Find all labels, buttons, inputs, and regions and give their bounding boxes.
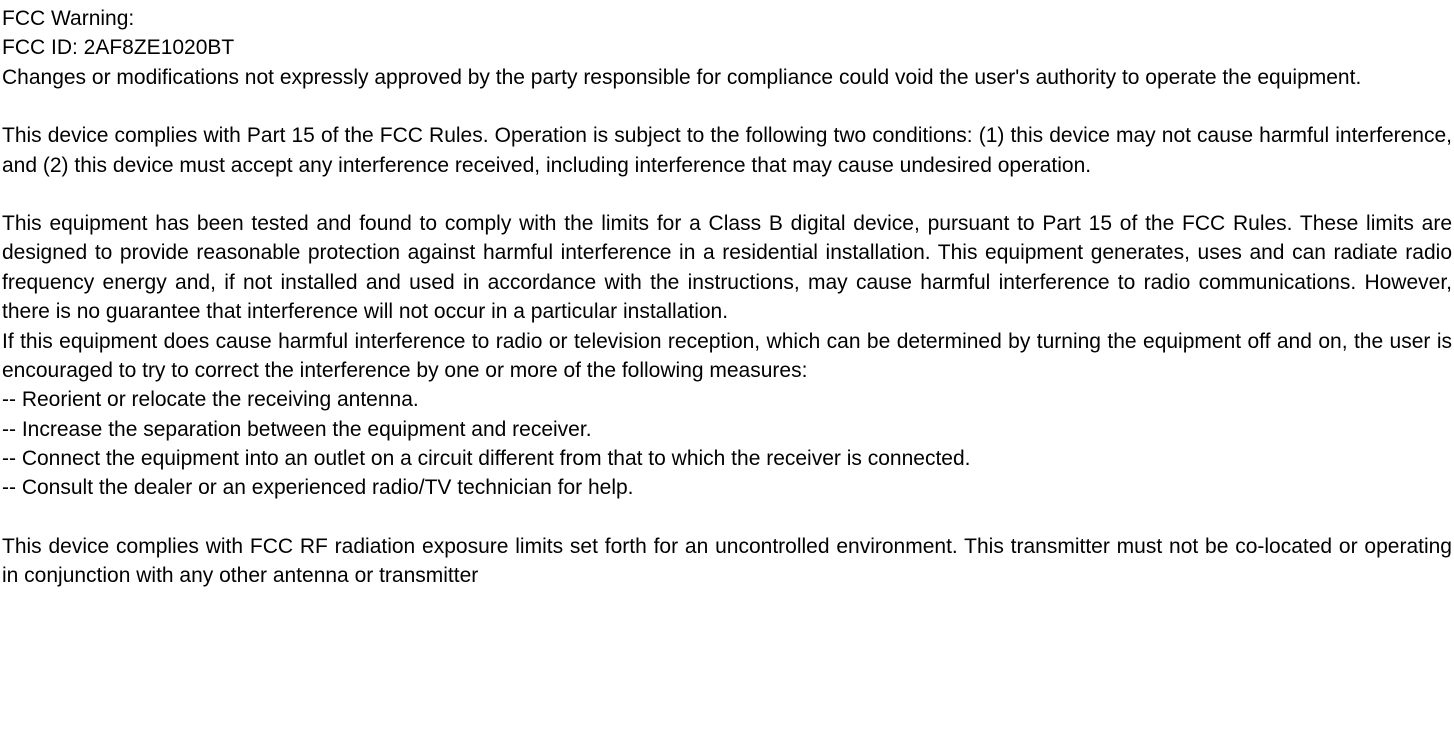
para-rf-exposure: This device complies with FCC RF radiati… bbox=[2, 532, 1452, 591]
para-modifications: Changes or modifications not expressly a… bbox=[2, 63, 1452, 92]
bullet-reorient: -- Reorient or relocate the receiving an… bbox=[2, 385, 1452, 414]
bullet-technician: -- Consult the dealer or an experienced … bbox=[2, 473, 1452, 502]
blank-line bbox=[2, 503, 1452, 532]
bullet-outlet: -- Connect the equipment into an outlet … bbox=[2, 444, 1452, 473]
para-interference-intro: If this equipment does cause harmful int… bbox=[2, 327, 1452, 386]
para-part15: This device complies with Part 15 of the… bbox=[2, 121, 1452, 180]
fcc-id-line: FCC ID: 2AF8ZE1020BT bbox=[2, 33, 1452, 62]
bullet-separation: -- Increase the separation between the e… bbox=[2, 415, 1452, 444]
blank-line bbox=[2, 180, 1452, 209]
fcc-warning-title: FCC Warning: bbox=[2, 4, 1452, 33]
blank-line bbox=[2, 92, 1452, 121]
para-class-b: This equipment has been tested and found… bbox=[2, 209, 1452, 327]
